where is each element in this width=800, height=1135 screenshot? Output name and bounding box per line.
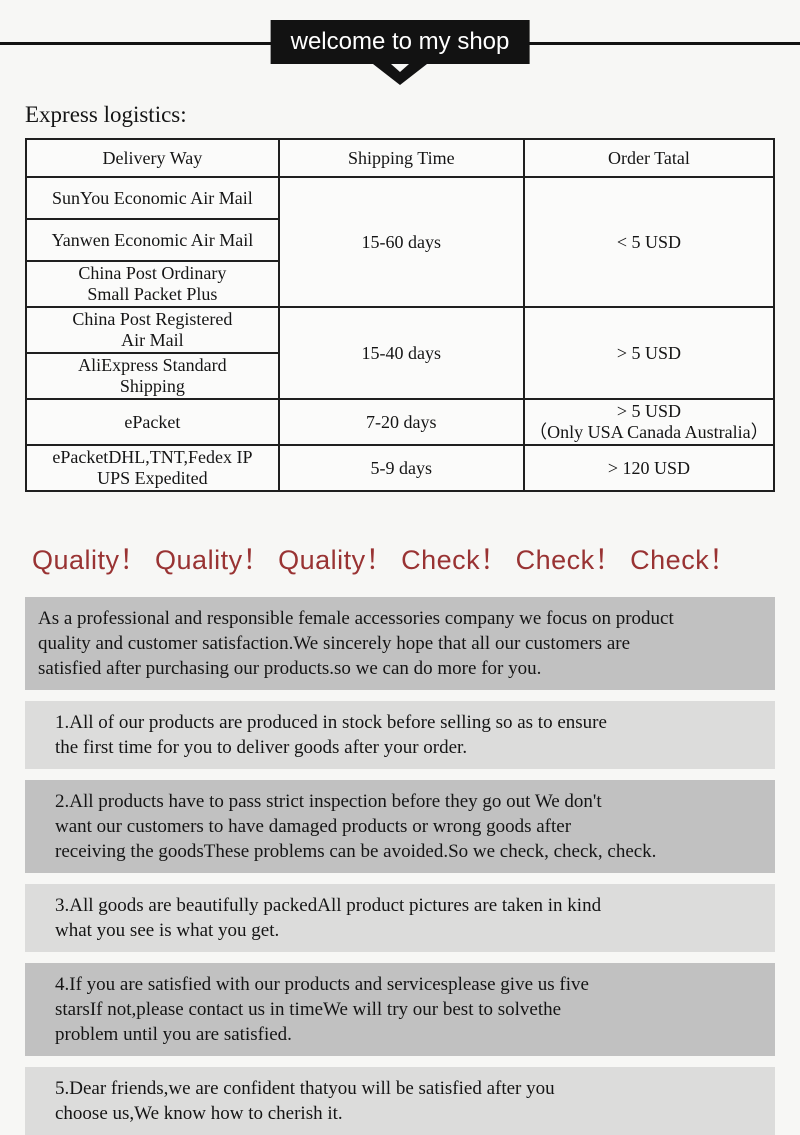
table-row: ePacketDHL,TNT,Fedex IP UPS Expedited 5-…	[25, 444, 776, 492]
header-order-total: Order Tatal	[522, 138, 776, 178]
note-item-4: 4.If you are satisfied with our products…	[25, 963, 775, 1056]
banner-title: welcome to my shop	[270, 20, 530, 64]
shipping-table: Delivery Way Shipping Time Order Tatal S…	[25, 138, 776, 492]
banner-pointer-notch-icon	[391, 64, 409, 72]
table-row: China Post Registered Air Mail 15-40 day…	[25, 306, 776, 400]
shipping-method-cell: SunYou Economic Air Mail	[25, 176, 280, 220]
table-row: Yanwen Economic Air Mail	[25, 218, 774, 262]
table-row: ePacket 7-20 days > 5 USD （Only USA Cana…	[25, 398, 776, 446]
table-header-row: Delivery Way Shipping Time Order Tatal	[25, 138, 776, 178]
shipping-method-cell: ePacketDHL,TNT,Fedex IP UPS Expedited	[25, 444, 280, 492]
order-total-cell: > 120 USD	[522, 444, 776, 492]
shipping-time-cell: 15-60 days	[277, 176, 525, 308]
express-logistics-heading: Express logistics:	[25, 102, 187, 127]
order-total-cell: < 5 USD	[522, 176, 776, 308]
quality-check-heading: Quality！ Quality！ Quality！ Check！ Check！…	[32, 545, 737, 575]
shipping-method-cell: Yanwen Economic Air Mail	[25, 218, 280, 262]
table-row: China Post Ordinary Small Packet Plus	[25, 260, 774, 308]
notes-section: As a professional and responsible female…	[25, 597, 775, 1135]
note-item-2: 2.All products have to pass strict inspe…	[25, 780, 775, 873]
welcome-banner: welcome to my shop	[0, 0, 800, 86]
table-row: AliExpress Standard Shipping	[25, 352, 774, 400]
shipping-time-cell: 7-20 days	[277, 398, 525, 446]
shipping-method-cell: ePacket	[25, 398, 280, 446]
shipping-time-cell: 5-9 days	[277, 444, 525, 492]
order-total-cell: > 5 USD （Only USA Canada Australia）	[522, 398, 776, 446]
order-total-cell: > 5 USD	[522, 306, 776, 400]
shipping-time-cell: 15-40 days	[277, 306, 525, 400]
header-shipping-time: Shipping Time	[277, 138, 525, 178]
note-item-5: 5.Dear friends,we are confident thatyou …	[25, 1067, 775, 1135]
banner-pointer-down-icon	[373, 64, 427, 85]
shipping-method-cell: AliExpress Standard Shipping	[25, 352, 280, 400]
note-item-1: 1.All of our products are produced in st…	[25, 701, 775, 769]
note-item-3: 3.All goods are beautifully packedAll pr…	[25, 884, 775, 952]
shipping-method-cell: China Post Ordinary Small Packet Plus	[25, 260, 280, 308]
header-delivery-way: Delivery Way	[25, 138, 280, 178]
note-intro: As a professional and responsible female…	[25, 597, 775, 690]
shipping-method-cell: China Post Registered Air Mail	[25, 306, 280, 354]
table-row: SunYou Economic Air Mail 15-60 days < 5 …	[25, 176, 776, 308]
